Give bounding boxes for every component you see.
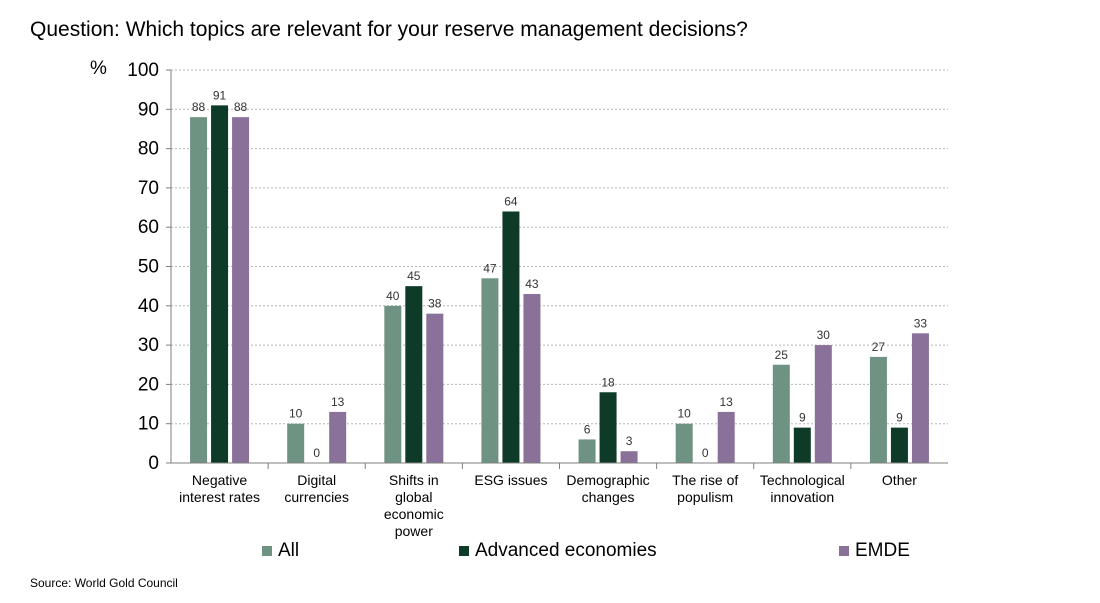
y-tick-label: 70 — [138, 178, 159, 199]
source-note: Source: World Gold Council — [30, 576, 178, 590]
bar — [814, 345, 832, 463]
y-tick-label: 40 — [138, 296, 159, 317]
bar — [502, 211, 520, 463]
bar — [599, 392, 617, 463]
data-label: 38 — [428, 297, 442, 311]
data-label: 25 — [775, 348, 789, 362]
y-tick-label: 30 — [138, 335, 159, 356]
axes — [166, 69, 948, 469]
bar — [190, 117, 208, 463]
x-tick-label: The rise of populism — [672, 472, 738, 505]
data-label: 9 — [799, 411, 806, 425]
bar — [211, 105, 229, 464]
bars — [190, 105, 929, 464]
data-label: 47 — [483, 261, 497, 275]
data-label: 3 — [626, 434, 633, 448]
data-label: 45 — [407, 269, 421, 283]
bar — [384, 305, 402, 463]
bar — [675, 423, 693, 463]
data-labels: 88 91 88 10 0 13 40 45 38 47 64 43 6 18 3 10 0 13 25 9 30 27 9… — [192, 88, 928, 460]
bar — [232, 117, 250, 463]
x-tick-label: Shifts in global economic power — [384, 472, 444, 539]
legend-swatch-all — [262, 546, 272, 556]
x-tick-label: Negative interest rates — [179, 472, 260, 505]
bar — [329, 411, 347, 463]
bar — [620, 451, 638, 463]
bar — [717, 411, 735, 463]
legend-item-emde: EMDE — [839, 540, 910, 562]
legend-item-all: All — [262, 540, 299, 562]
data-label: 13 — [331, 395, 345, 409]
chart-title: Question: Which topics are relevant for … — [30, 18, 748, 41]
bar — [911, 333, 929, 463]
gridlines — [171, 69, 948, 425]
data-label: 10 — [678, 407, 692, 421]
data-label: 33 — [914, 316, 928, 330]
y-tick-label: 100 — [127, 60, 159, 81]
legend-item-advanced: Advanced economies — [459, 540, 657, 562]
x-tick-label: Other — [882, 472, 917, 488]
bar — [287, 423, 305, 463]
bar — [890, 427, 908, 463]
bar — [523, 294, 541, 463]
y-tick-label: 0 — [148, 453, 159, 474]
legend-label-advanced: Advanced economies — [475, 540, 657, 561]
legend-label-all: All — [278, 540, 300, 561]
legend-label-emde: EMDE — [855, 540, 910, 561]
data-label: 30 — [817, 328, 831, 342]
x-tick-label: Technological innovation — [760, 472, 845, 505]
data-label: 9 — [896, 411, 903, 425]
bar — [793, 427, 811, 463]
y-tick-label: 60 — [138, 217, 159, 238]
data-label: 91 — [213, 88, 227, 102]
data-label: 0 — [702, 446, 709, 460]
data-label: 88 — [234, 100, 248, 114]
data-label: 18 — [601, 375, 615, 389]
data-label: 64 — [504, 194, 518, 208]
data-label: 88 — [192, 100, 206, 114]
bar — [426, 313, 444, 463]
y-tick-label: 10 — [138, 414, 159, 435]
bar — [578, 439, 596, 463]
legend-swatch-emde — [839, 546, 849, 556]
data-label: 6 — [584, 422, 591, 436]
data-label: 27 — [872, 340, 886, 354]
x-tick-label: Demographic changes — [566, 472, 649, 505]
data-label: 10 — [289, 407, 303, 421]
legend-swatch-advanced — [459, 546, 469, 556]
x-tick-label: Digital currencies — [284, 472, 349, 505]
y-axis-unit: % — [90, 58, 107, 79]
bar — [481, 278, 499, 463]
data-label: 0 — [313, 446, 320, 460]
y-tick-label: 50 — [138, 257, 159, 278]
data-label: 13 — [720, 395, 734, 409]
y-tick-labels: 0 10 20 30 40 50 60 70 80 90 100 — [127, 60, 159, 474]
bar — [772, 364, 790, 463]
bar — [405, 286, 423, 463]
x-tick-label: ESG issues — [474, 472, 547, 488]
y-tick-label: 20 — [138, 374, 159, 395]
y-tick-label: 80 — [138, 139, 159, 160]
bar — [869, 356, 887, 463]
data-label: 40 — [386, 289, 400, 303]
x-tick-labels: Negative interest rates Digital currencies S… — [179, 472, 917, 539]
y-tick-label: 90 — [138, 99, 159, 120]
data-label: 43 — [525, 277, 539, 291]
